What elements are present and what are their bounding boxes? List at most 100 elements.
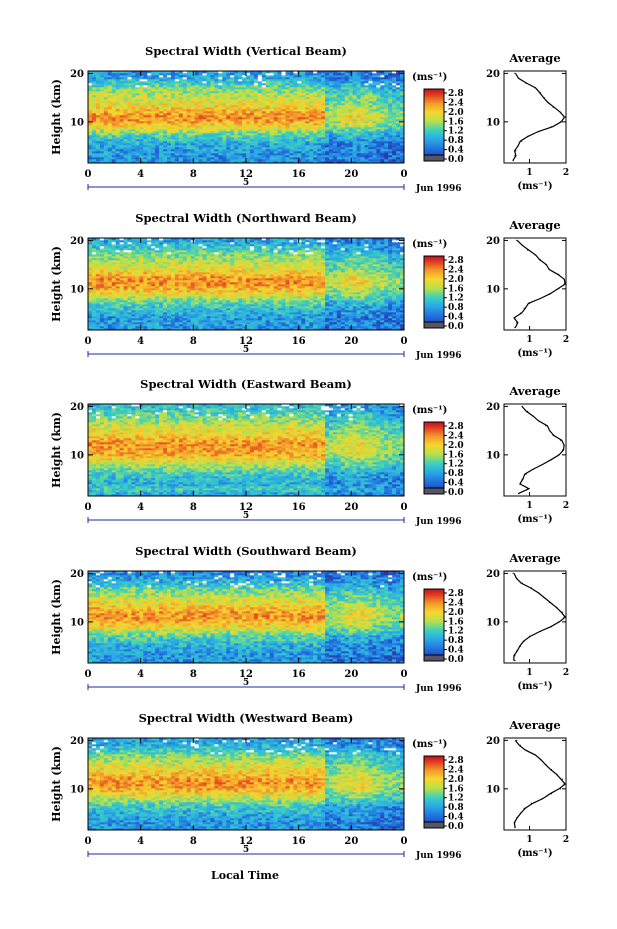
heatmap-cell bbox=[238, 300, 243, 303]
heatmap-cell bbox=[305, 113, 310, 116]
heatmap-cell bbox=[155, 328, 160, 331]
heatmap-cell bbox=[242, 137, 247, 140]
heatmap-cell bbox=[368, 304, 373, 307]
heatmap-cell bbox=[147, 121, 152, 124]
heatmap-cell bbox=[167, 302, 172, 305]
heatmap-cell bbox=[257, 157, 263, 160]
heatmap-cell bbox=[400, 89, 405, 92]
heatmap-cell bbox=[352, 127, 357, 130]
heatmap-cell bbox=[392, 77, 397, 80]
heatmap-cell bbox=[321, 300, 326, 303]
heatmap-cell bbox=[210, 141, 215, 144]
heatmap-cell bbox=[400, 151, 405, 154]
heatmap-cell bbox=[392, 304, 397, 307]
heatmap-cell bbox=[352, 137, 357, 140]
heatmap-cell bbox=[392, 302, 397, 305]
heatmap-cell bbox=[285, 117, 290, 120]
heatmap-cell bbox=[159, 85, 164, 88]
heatmap-cell bbox=[111, 141, 116, 144]
heatmap-cell bbox=[273, 304, 278, 307]
heatmap-cell bbox=[127, 302, 132, 305]
heatmap-cell bbox=[246, 137, 251, 140]
heatmap-cell bbox=[178, 306, 184, 309]
heatmap-cell bbox=[336, 123, 342, 126]
heatmap-cell bbox=[88, 139, 93, 142]
heatmap-cell bbox=[238, 91, 243, 94]
heatmap-cell bbox=[163, 316, 168, 319]
heatmap-cell bbox=[309, 133, 314, 136]
heatmap-cell bbox=[313, 123, 318, 126]
heatmap-cell bbox=[352, 306, 357, 309]
heatmap-cell bbox=[95, 107, 101, 110]
heatmap-cell bbox=[210, 79, 215, 82]
heatmap-cell bbox=[328, 159, 334, 162]
heatmap-cell bbox=[202, 127, 207, 130]
heatmap-cell bbox=[289, 153, 294, 156]
heatmap-cell bbox=[214, 85, 219, 88]
heatmap-cell bbox=[139, 89, 144, 92]
heatmap-cell bbox=[190, 135, 195, 138]
heatmap-cell bbox=[194, 115, 199, 118]
heatmap-cell bbox=[186, 310, 191, 313]
heatmap-cell bbox=[111, 89, 116, 92]
heatmap-cell bbox=[340, 75, 346, 78]
heatmap-cell bbox=[364, 153, 369, 156]
heatmap-cell bbox=[392, 153, 397, 156]
heatmap-cell bbox=[174, 131, 180, 134]
heatmap-cell bbox=[230, 101, 235, 104]
heatmap-cell bbox=[210, 71, 215, 74]
heatmap-cell bbox=[356, 113, 361, 116]
heatmap-cell bbox=[88, 135, 93, 138]
heatmap-cell bbox=[293, 302, 298, 305]
heatmap-cell bbox=[198, 99, 203, 102]
heatmap-cell bbox=[159, 71, 164, 74]
heatmap-cell bbox=[135, 123, 140, 126]
heatmap-cell bbox=[249, 316, 255, 319]
heatmap-cell bbox=[273, 157, 278, 160]
heatmap-cell bbox=[135, 322, 140, 325]
heatmap-cell bbox=[131, 318, 136, 321]
heatmap-cell bbox=[249, 109, 255, 112]
heatmap-cell bbox=[396, 109, 401, 112]
heatmap-cell bbox=[123, 111, 128, 114]
heatmap-cell bbox=[328, 121, 334, 124]
heatmap-cell bbox=[99, 159, 105, 162]
heatmap-cell bbox=[305, 157, 310, 160]
heatmap-cell bbox=[332, 316, 338, 319]
heatmap-cell bbox=[182, 125, 188, 128]
heatmap-cell bbox=[159, 121, 164, 124]
heatmap-cell bbox=[143, 105, 148, 108]
heatmap-cell bbox=[328, 93, 334, 96]
heatmap-cell bbox=[261, 302, 267, 305]
heatmap-cell bbox=[293, 123, 298, 126]
heatmap-cell bbox=[325, 320, 330, 323]
heatmap-cell bbox=[210, 137, 215, 140]
heatmap-cell bbox=[182, 328, 188, 331]
heatmap-cell bbox=[198, 147, 203, 150]
heatmap-cell bbox=[273, 105, 278, 108]
heatmap-cell bbox=[131, 135, 136, 138]
heatmap-cell bbox=[190, 143, 195, 146]
heatmap-cell bbox=[163, 133, 168, 136]
heatmap-cell bbox=[297, 111, 302, 114]
heatmap-cell bbox=[88, 117, 93, 120]
heatmap-cell bbox=[115, 143, 120, 146]
heatmap-cell bbox=[336, 83, 342, 86]
heatmap-cell bbox=[95, 310, 101, 313]
heatmap-cell bbox=[372, 328, 377, 331]
heatmap-cell bbox=[107, 133, 112, 136]
heatmap-cell bbox=[380, 121, 385, 124]
heatmap-cell bbox=[174, 79, 180, 82]
heatmap-cell bbox=[127, 93, 132, 96]
heatmap-cell bbox=[242, 161, 247, 164]
heatmap-cell bbox=[210, 302, 215, 305]
heatmap-cell bbox=[206, 111, 211, 114]
heatmap-cell bbox=[400, 131, 405, 134]
day-label: 5 bbox=[243, 178, 249, 188]
heatmap-cell bbox=[194, 109, 199, 112]
heatmap-cell bbox=[344, 302, 349, 305]
heatmap-cell bbox=[257, 87, 263, 90]
heatmap-cell bbox=[206, 115, 211, 118]
heatmap-cell bbox=[253, 113, 259, 116]
heatmap-cell bbox=[151, 153, 156, 156]
